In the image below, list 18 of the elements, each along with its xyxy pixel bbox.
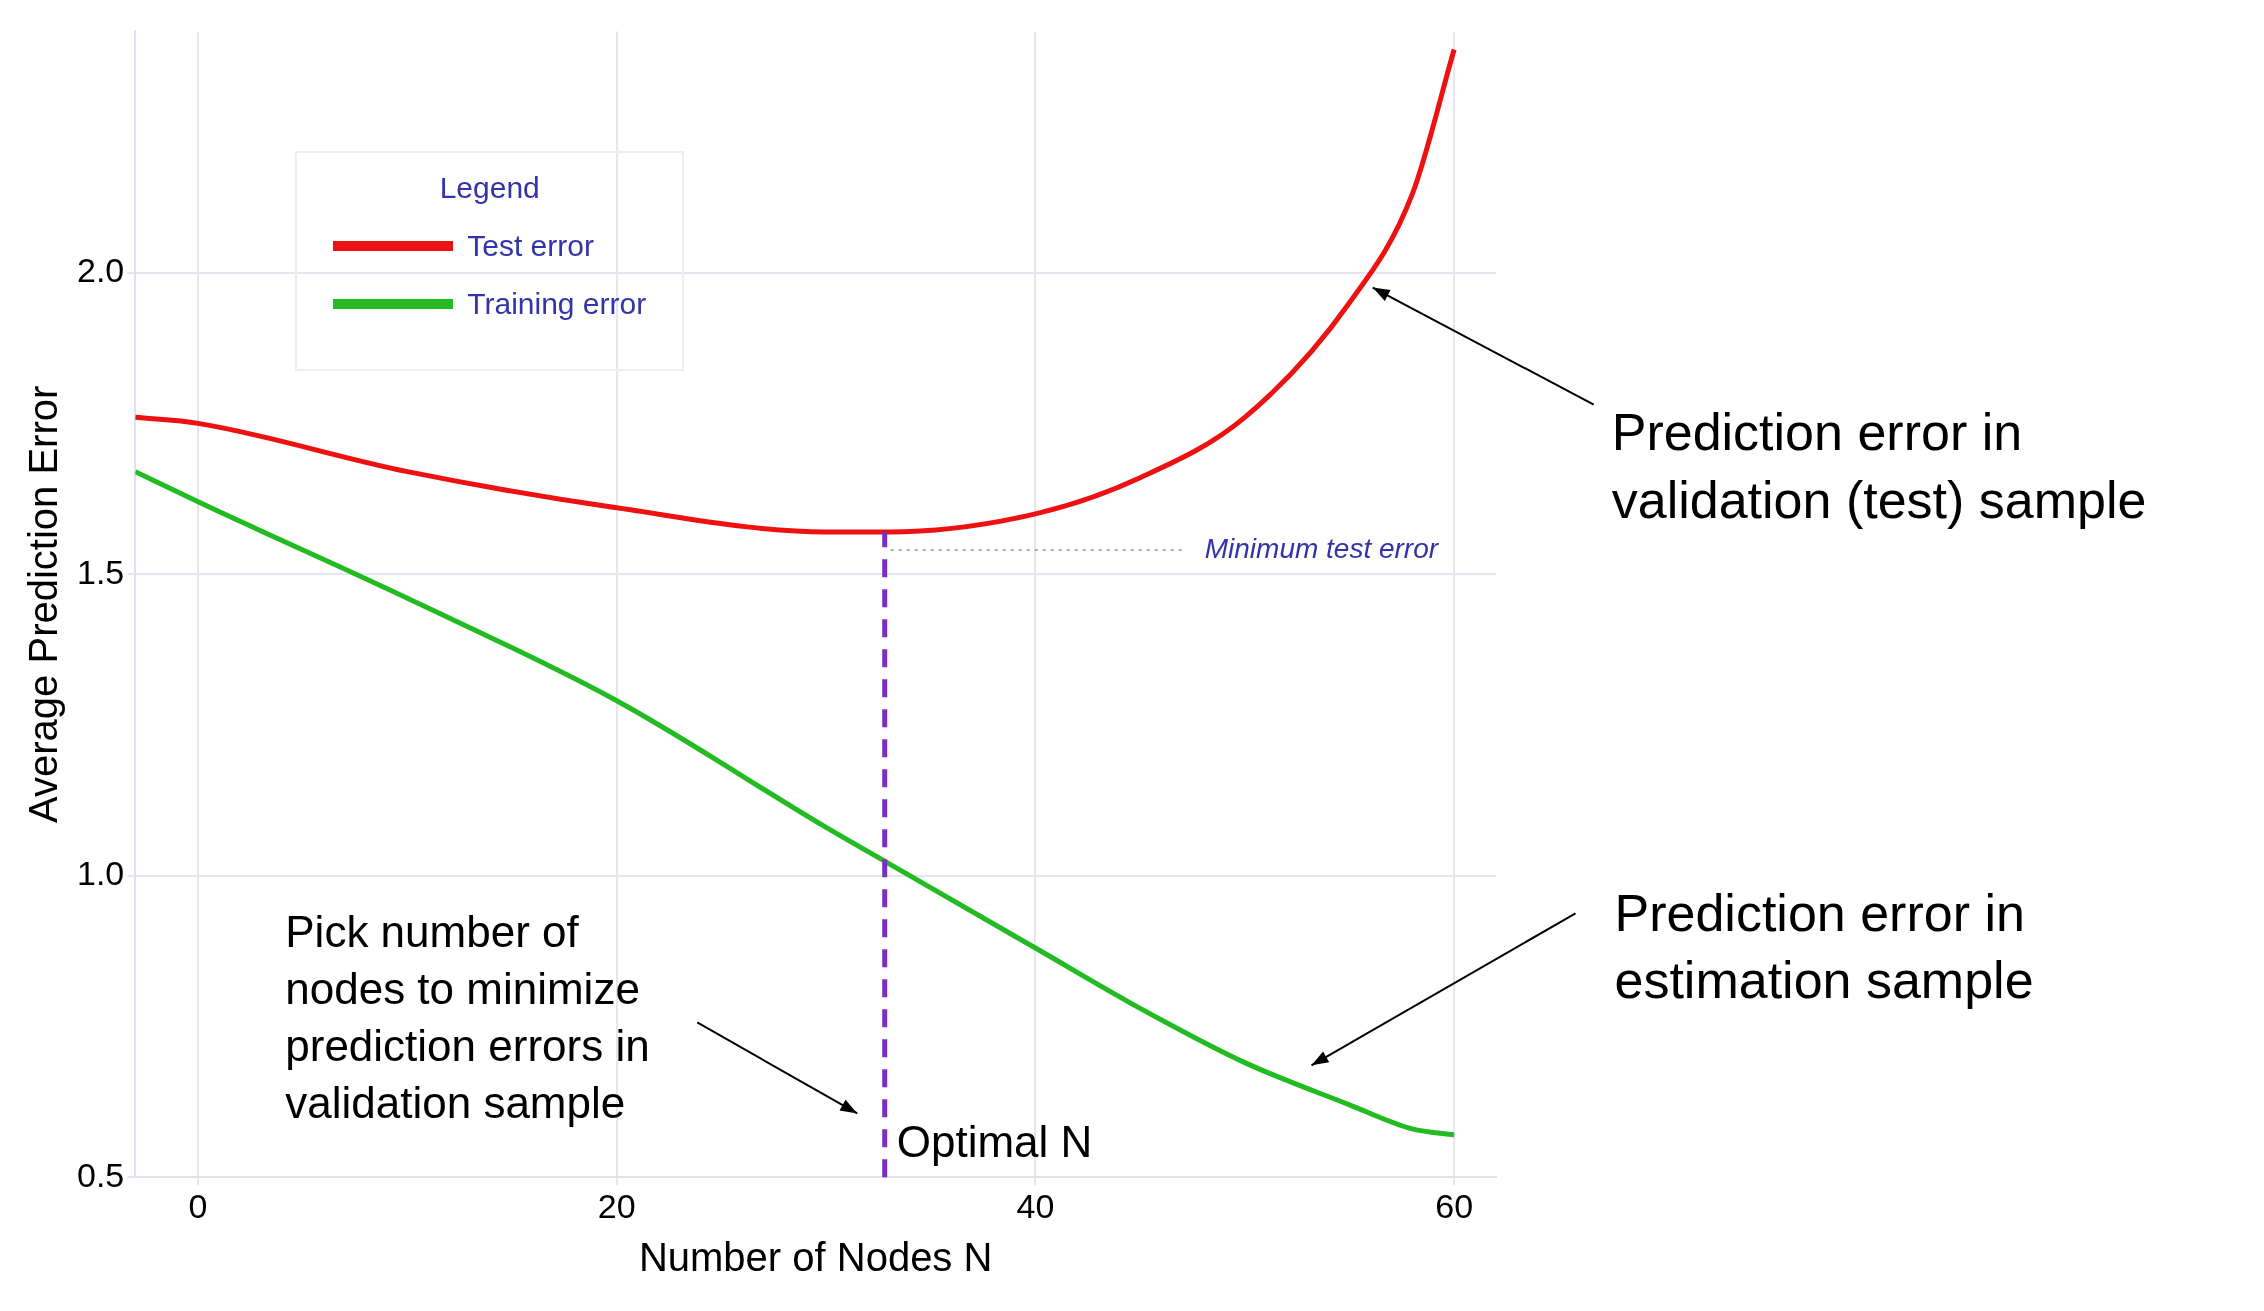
ref-line-label: Minimum test error: [1204, 532, 1440, 564]
y-tick-label: 2.0: [77, 251, 125, 289]
text: Prediction error in validation (test) sample: [1611, 402, 2147, 529]
x-tick-label: 60: [1435, 1186, 1474, 1225]
legend-title: Legend: [438, 171, 541, 206]
legend-label: Training error: [467, 287, 647, 322]
legend-label: Test error: [467, 229, 594, 264]
annotation: Pick number of nodes to minimize prediction errors in validation sample: [285, 906, 650, 1128]
y-tick-label: 0.5: [77, 1155, 125, 1194]
text: Prediction error in estimation sample: [1614, 883, 2034, 1010]
ref-line-label: Optimal N: [896, 1117, 1093, 1167]
y-axis-title: Average Prediction Error: [21, 385, 66, 823]
y-tick-label: 1.0: [77, 854, 125, 893]
y-tick-label: 1.5: [77, 552, 125, 591]
x-tick-label: 0: [188, 1186, 208, 1225]
x-tick-label: 40: [1016, 1186, 1055, 1225]
x-tick-label: 20: [597, 1186, 636, 1225]
x-axis-title: Number of Nodes N: [638, 1235, 993, 1280]
